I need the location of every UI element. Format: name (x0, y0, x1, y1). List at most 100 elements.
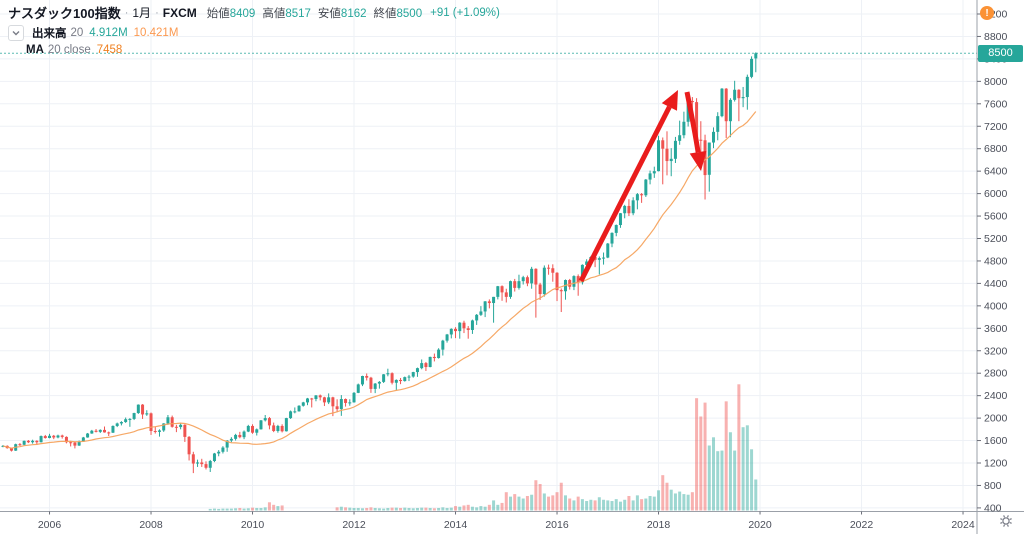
volume-bar (606, 500, 610, 511)
legend-collapse-button[interactable] (8, 24, 24, 41)
candle-body (648, 173, 652, 180)
candle-body (432, 356, 436, 359)
candle-body (191, 454, 195, 464)
price-tick-label: 5600 (984, 211, 1008, 223)
volume-bar (665, 482, 669, 511)
volume-bar (437, 507, 441, 511)
settings-gear-icon[interactable] (999, 514, 1013, 528)
volume-bar (390, 507, 394, 511)
candle-body (750, 58, 754, 77)
volume-bar (661, 475, 665, 511)
candle-body (678, 135, 682, 141)
candle-body (314, 395, 318, 400)
ma-line (2, 111, 757, 449)
price-tick-label: 1600 (984, 435, 1008, 447)
volume-bar (754, 479, 758, 511)
candle-body (170, 417, 174, 427)
candle-body (200, 462, 204, 465)
volume-bar (576, 496, 580, 511)
ma-legend-row: MA 20 close 7458 (26, 42, 500, 57)
low-label: 安値 (317, 7, 341, 20)
candle-body (686, 100, 690, 122)
price-tick-label: 3600 (984, 323, 1008, 335)
candle-body (255, 429, 259, 433)
price-tick-label: 2400 (984, 390, 1008, 402)
candle-body (496, 286, 500, 297)
volume-bar (580, 499, 584, 511)
gear-tooth (1003, 515, 1006, 518)
alert-notification-icon[interactable]: ! (980, 6, 994, 20)
time-axis[interactable]: 2006 2008 2010 2012 2014 2016 2018 2020 2022 2024 (38, 511, 975, 532)
volume-bar (589, 499, 593, 511)
candle-body (251, 425, 255, 433)
candle-body (623, 205, 627, 214)
candle-body (272, 425, 276, 432)
time-tick-label: 2012 (342, 519, 366, 531)
volume-bar (644, 498, 648, 511)
volume-bar (415, 507, 419, 511)
volume-bar (716, 451, 720, 511)
candle-body (179, 424, 183, 428)
volume-bar (234, 508, 238, 511)
volume-bar (212, 508, 216, 511)
volume-bar (483, 506, 487, 511)
candle-body (521, 277, 525, 282)
candle-body (115, 423, 119, 426)
chart-legend: ナスダック100指数 · 1月 · FXCM 始値8409 高値8517 安値816… (8, 4, 500, 57)
candle-body (373, 383, 377, 389)
price-axis[interactable]: 400 800 1200 1600 2000 2400 2800 3200 3600 4000 44… (977, 9, 1008, 515)
candle-body (517, 281, 521, 288)
volume-bar (517, 496, 521, 511)
volume-bar (572, 500, 576, 511)
candle-body (618, 213, 622, 226)
candle-body (525, 277, 529, 284)
volume-bar (403, 507, 407, 511)
volume-bar (272, 504, 276, 511)
volume-bar (428, 507, 432, 511)
volume-bar (475, 507, 479, 511)
volume-bar (745, 425, 749, 511)
candle-body (407, 376, 411, 378)
price-tick-label: 2800 (984, 368, 1008, 380)
candle-body (428, 356, 432, 368)
candle-body (153, 431, 157, 433)
volume-bar (699, 416, 703, 511)
candle-body (635, 194, 639, 201)
time-tick-label: 2008 (139, 519, 163, 531)
gear-tooth (1006, 515, 1009, 518)
volume-bar (635, 495, 639, 511)
candle-body (492, 296, 496, 304)
candle-body (234, 434, 238, 439)
candle-body (728, 99, 732, 122)
volume-bar (593, 500, 597, 511)
volume-bar (263, 507, 267, 511)
candle-body (81, 437, 85, 442)
candle-body (94, 430, 98, 432)
price-tick-label: 5200 (984, 233, 1008, 245)
candle-body (547, 267, 551, 269)
candle-body (644, 179, 648, 196)
volume-bar (652, 496, 656, 511)
candle-body (43, 436, 47, 439)
volume-bar (551, 495, 555, 511)
symbol-legend-row[interactable]: ナスダック100指数 · 1月 · FXCM 始値8409 高値8517 安値816… (8, 4, 500, 22)
arrow-shaft (578, 105, 672, 283)
candle-body (356, 384, 360, 393)
candle-body (399, 379, 403, 382)
separator-dot: · (124, 6, 129, 19)
volume-bar (707, 445, 711, 511)
volume-bar (466, 504, 470, 511)
volume-bar (618, 501, 622, 511)
candle-body (576, 276, 580, 283)
candle-body (682, 121, 686, 136)
candle-body (627, 205, 631, 214)
exchange-label: FXCM (162, 5, 197, 20)
volume-bar (500, 502, 504, 511)
volume-bar (728, 432, 732, 511)
candle-body (458, 322, 462, 332)
volume-bar (267, 502, 271, 511)
volume-bar (682, 494, 686, 511)
volume-bar (407, 507, 411, 511)
price-tick-label: 4800 (984, 255, 1008, 267)
